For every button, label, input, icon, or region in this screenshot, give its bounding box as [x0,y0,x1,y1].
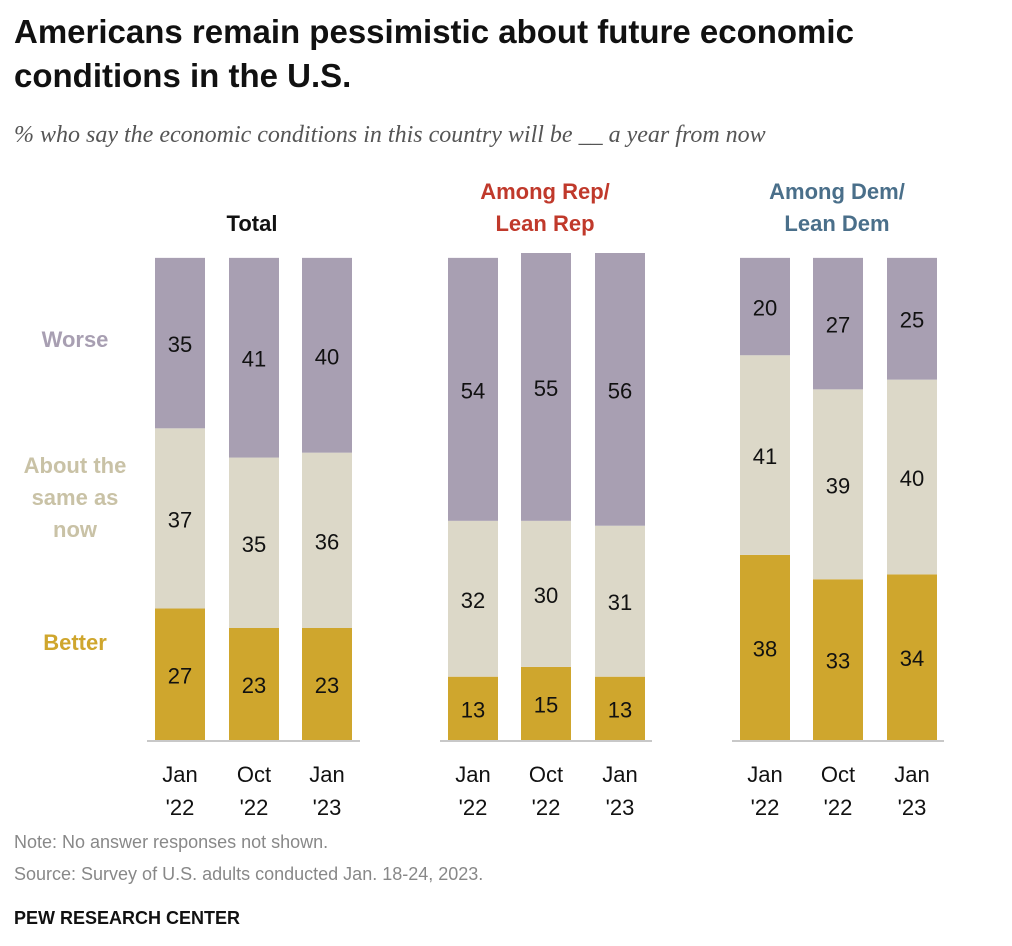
group-title-3-line-2: Lean Dem [784,211,889,236]
bar-segment-same-g2-b3 [595,525,645,677]
bar-segment-worse-g1-b3 [302,257,352,453]
bar-segment-worse-g2-b2 [521,253,571,521]
bar-segment-same-g3-b1 [740,355,790,555]
x-tick-label-g3-b2-line-1: Oct [821,762,855,787]
data-label-better-g1-b3: 23 [315,673,339,698]
bar-segment-worse-g2-b1 [448,257,498,521]
bar-segment-better-g1-b1 [155,608,205,740]
bar-segment-worse-g3-b1 [740,257,790,356]
group-title-2-line-1: Among Rep/ [480,179,610,204]
group-title-3-line-1: Among Dem/ [769,179,905,204]
data-label-same-g2-b2: 30 [534,583,558,608]
data-label-better-g3-b1: 38 [753,636,777,661]
bar-segment-better-g2-b2 [521,666,571,740]
data-label-worse-g1-b3: 40 [315,344,339,369]
bar-segment-better-g3-b1 [740,554,790,740]
data-label-same-g1-b3: 36 [315,529,339,554]
x-tick-label-g2-b3-line-2: '23 [606,795,635,820]
bar-segment-same-g2-b2 [521,520,571,667]
x-tick-label-g3-b3-line-1: Jan [894,762,929,787]
data-label-same-g3-b1: 41 [753,444,777,469]
x-tick-label-g1-b2-line-1: Oct [237,762,271,787]
row-label-same-line-2: same as [32,485,119,510]
row-label-same-line-1: About the [24,453,127,478]
data-label-same-g1-b1: 37 [168,507,192,532]
row-label-worse-line-1: Worse [42,327,109,352]
data-label-better-g2-b2: 15 [534,692,558,717]
bar-segment-same-g3-b3 [887,379,937,575]
bar-segment-better-g1-b3 [302,627,352,740]
bar-segment-worse-g3-b3 [887,257,937,380]
x-tick-label-g2-b3-line-1: Jan [602,762,637,787]
data-label-worse-g2-b1: 54 [461,378,485,403]
x-tick-label-g3-b3-line-2: '23 [898,795,927,820]
bar-segment-same-g3-b2 [813,389,863,580]
data-label-better-g3-b2: 33 [826,649,850,674]
bar-segment-better-g1-b2 [229,627,279,740]
data-label-same-g3-b3: 40 [900,466,924,491]
x-tick-label-g1-b1-line-2: '22 [166,795,195,820]
data-label-better-g1-b1: 27 [168,663,192,688]
data-label-same-g1-b2: 35 [242,532,266,557]
x-tick-label-g2-b1-line-1: Jan [455,762,490,787]
data-label-worse-g1-b2: 41 [242,347,266,372]
chart-title: Americans remain pessimistic about futur… [14,13,854,94]
bar-segment-same-g1-b2 [229,457,279,628]
x-tick-label-g3-b1-line-2: '22 [751,795,780,820]
x-tick-label-g3-b2-line-2: '22 [824,795,853,820]
group-title-1-line-1: Total [227,211,278,236]
x-tick-label-g1-b3-line-1: Jan [309,762,344,787]
data-label-worse-g2-b3: 56 [608,378,632,403]
x-tick-label-g3-b1-line-1: Jan [747,762,782,787]
bar-segment-same-g1-b1 [155,428,205,609]
data-label-better-g2-b1: 13 [461,697,485,722]
data-label-better-g3-b3: 34 [900,646,924,671]
chart-note: Note: No answer responses not shown. [14,832,329,852]
x-tick-label-g2-b2-line-1: Oct [529,762,563,787]
x-tick-label-g1-b2-line-2: '22 [240,795,269,820]
bar-segment-worse-g1-b2 [229,257,279,458]
data-label-same-g2-b3: 31 [608,590,632,615]
x-tick-label-g2-b1-line-2: '22 [459,795,488,820]
bar-segment-worse-g2-b3 [595,253,645,526]
chart-subtitle: % who say the economic conditions in thi… [14,122,766,148]
data-label-better-g2-b3: 13 [608,697,632,722]
bar-segment-better-g3-b2 [813,579,863,740]
x-tick-label-g1-b3-line-2: '23 [313,795,342,820]
bar-segment-better-g3-b3 [887,574,937,740]
row-label-same-line-3: now [53,517,98,542]
bar-segment-worse-g1-b1 [155,257,205,429]
data-label-better-g1-b2: 23 [242,673,266,698]
bar-segment-better-g2-b3 [595,676,645,740]
brand-logo-text: PEW RESEARCH CENTER [14,908,241,928]
bar-segment-same-g2-b1 [448,520,498,677]
data-label-same-g2-b1: 32 [461,588,485,613]
data-label-same-g3-b2: 39 [826,473,850,498]
data-label-worse-g3-b2: 27 [826,313,850,338]
x-tick-label-g2-b2-line-2: '22 [532,795,561,820]
bar-segment-better-g2-b1 [448,676,498,740]
bar-segment-same-g1-b3 [302,452,352,628]
bar-segment-worse-g3-b2 [813,257,863,390]
group-title-2-line-2: Lean Rep [495,211,594,236]
row-label-better-line-1: Better [43,630,107,655]
data-label-worse-g2-b2: 55 [534,376,558,401]
data-label-worse-g3-b3: 25 [900,308,924,333]
chart-source: Source: Survey of U.S. adults conducted … [14,864,484,884]
data-label-worse-g3-b1: 20 [753,296,777,321]
stacked-bar-chart: Total 27 37 35 Jan '22 23 35 41 Oct '22 23 36 40 Jan '2… [24,179,944,820]
x-tick-label-g1-b1-line-1: Jan [162,762,197,787]
data-label-worse-g1-b1: 35 [168,332,192,357]
